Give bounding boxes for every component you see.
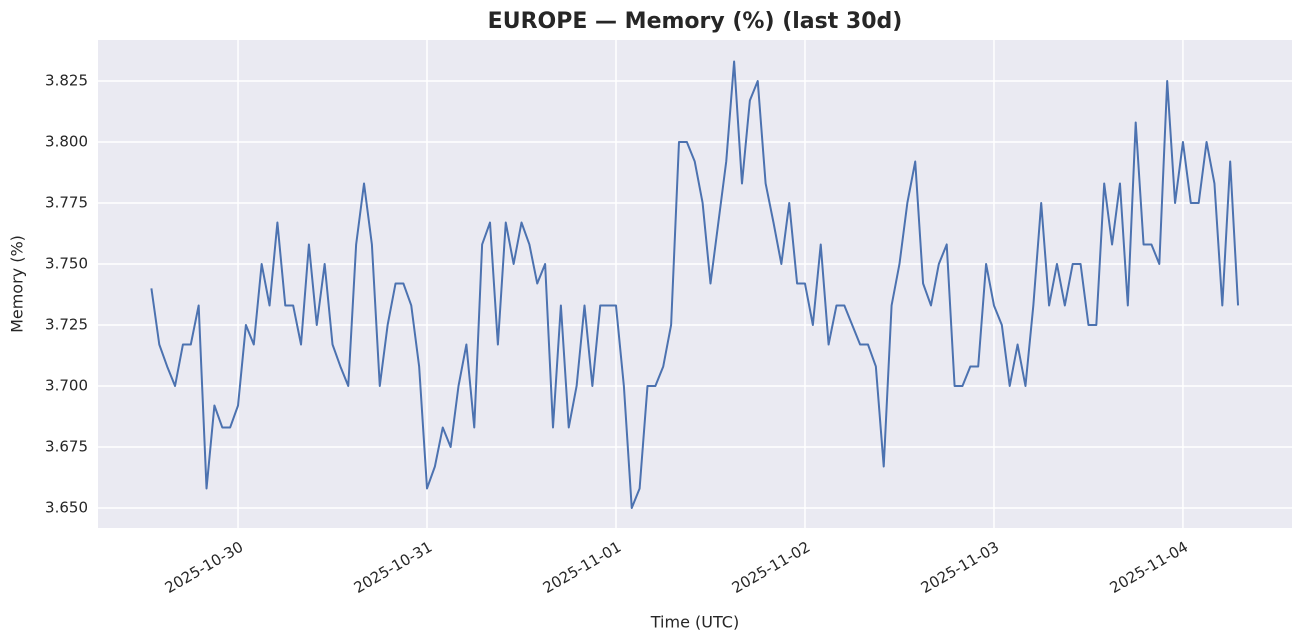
y-tick-label: 3.800	[45, 132, 88, 150]
y-tick-label: 3.825	[45, 71, 88, 89]
x-tick-label: 2025-11-01	[540, 538, 625, 597]
line-series	[150, 60, 1240, 509]
x-tick-label: 2025-10-30	[162, 538, 247, 597]
x-tick-label: 2025-10-31	[351, 538, 436, 597]
y-tick-label: 3.725	[45, 315, 88, 333]
plot-area	[98, 40, 1292, 528]
x-tick-label: 2025-11-04	[1107, 538, 1192, 597]
x-axis-label: Time (UTC)	[650, 613, 739, 632]
y-tick-label: 3.700	[45, 376, 88, 394]
y-tick-label: 3.775	[45, 193, 88, 211]
y-tick-label: 3.650	[45, 498, 88, 516]
x-tick-label: 2025-11-02	[729, 538, 814, 597]
chart-title: EUROPE — Memory (%) (last 30d)	[488, 9, 903, 34]
y-tick-label: 3.750	[45, 254, 88, 272]
y-axis-label: Memory (%)	[8, 235, 27, 333]
x-tick-label: 2025-11-03	[918, 538, 1003, 597]
y-tick-label: 3.675	[45, 437, 88, 455]
